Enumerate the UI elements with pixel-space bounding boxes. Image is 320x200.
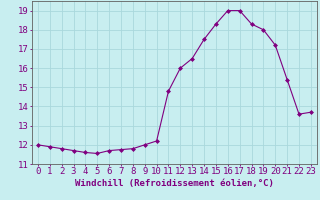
X-axis label: Windchill (Refroidissement éolien,°C): Windchill (Refroidissement éolien,°C)	[75, 179, 274, 188]
